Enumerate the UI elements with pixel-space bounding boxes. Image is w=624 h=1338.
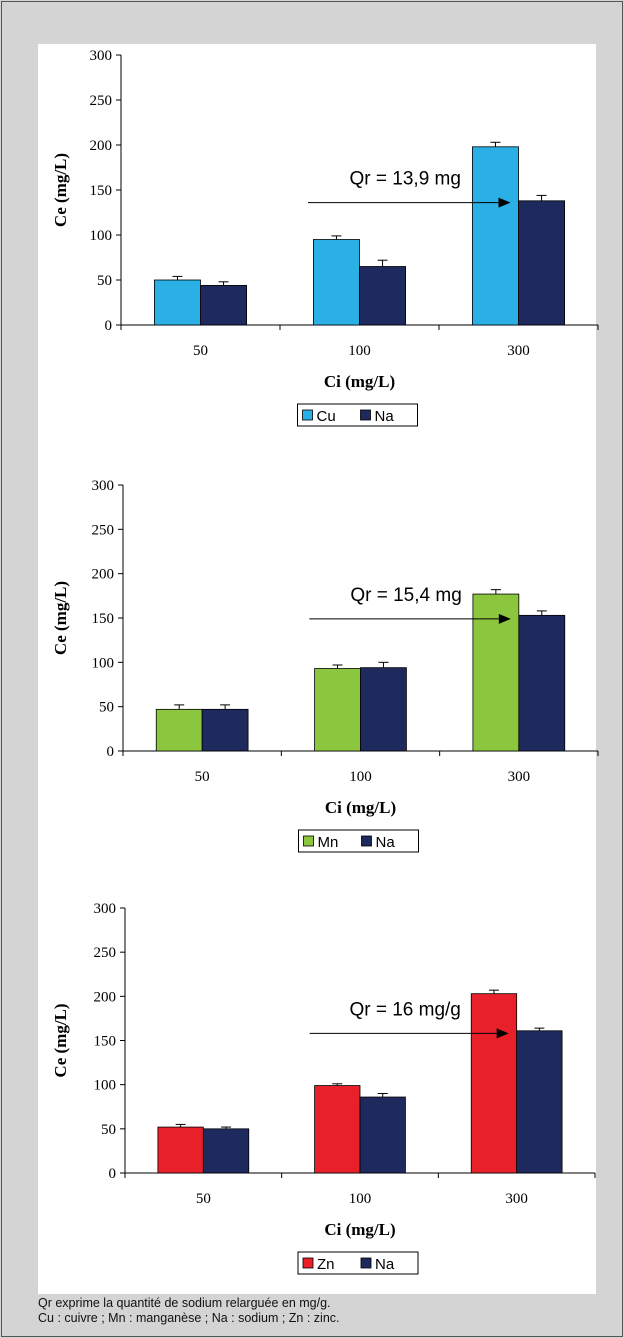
caption-line-2: Cu : cuivre ; Mn : manganèse ; Na : sodi… bbox=[38, 1311, 340, 1325]
x-axis-title: Ci (mg/L) bbox=[324, 1220, 395, 1239]
annotation-text: Qr = 13,9 mg bbox=[350, 169, 461, 190]
y-tick-label: 50 bbox=[101, 1122, 116, 1138]
legend-swatch-zn bbox=[302, 1257, 314, 1269]
legend-box bbox=[297, 403, 418, 427]
annotation-arrow-head bbox=[498, 197, 511, 208]
legend-label-zn: Zn bbox=[317, 1256, 335, 1273]
bar-na bbox=[518, 614, 566, 752]
bar-na bbox=[360, 667, 407, 752]
x-tick-label: 300 bbox=[508, 769, 531, 785]
y-tick-label: 300 bbox=[90, 48, 113, 64]
y-tick-label: 150 bbox=[92, 611, 115, 627]
x-tick-label: 50 bbox=[195, 769, 210, 785]
y-tick-label: 200 bbox=[94, 989, 117, 1005]
annotation-arrow-head bbox=[496, 1028, 509, 1039]
y-tick-label: 300 bbox=[92, 478, 115, 494]
x-tick-label: 100 bbox=[349, 769, 372, 785]
bar-zn bbox=[314, 1085, 361, 1174]
legend-box bbox=[297, 1251, 419, 1275]
bar-mn bbox=[155, 708, 203, 752]
legend-box bbox=[298, 829, 419, 853]
legend-label-na: Na bbox=[375, 408, 395, 425]
legend-swatch-na bbox=[360, 1257, 372, 1269]
bar-na bbox=[359, 1096, 406, 1174]
x-tick-label: 300 bbox=[507, 343, 530, 359]
legend-label-na: Na bbox=[375, 1256, 395, 1273]
legend-swatch-cu bbox=[302, 409, 313, 421]
bar-na bbox=[201, 708, 249, 752]
chart-1: 0 50 100 150 200 250 300 50 100 300 Ci (mg/L) Ce (m… bbox=[51, 48, 599, 427]
bar-na bbox=[202, 1128, 250, 1174]
y-tick-label: 0 bbox=[105, 318, 113, 334]
y-axis-title: Ce (mg/L) bbox=[51, 1003, 70, 1077]
caption-line-1: Qr exprime la quantité de sodium relargu… bbox=[38, 1296, 331, 1310]
y-tick-label: 100 bbox=[90, 228, 113, 244]
legend-swatch-na bbox=[361, 835, 372, 847]
bar-na bbox=[200, 284, 248, 326]
bar-cu bbox=[153, 279, 201, 326]
y-tick-label: 250 bbox=[92, 522, 115, 538]
bar-mn bbox=[314, 668, 361, 752]
y-axis-title: Ce (mg/L) bbox=[51, 581, 70, 655]
x-axis-title: Ci (mg/L) bbox=[325, 798, 396, 817]
bar-cu bbox=[312, 239, 360, 326]
legend-label-mn: Mn bbox=[318, 834, 339, 851]
bar-na bbox=[518, 200, 566, 326]
annotation-text: Qr = 15,4 mg bbox=[350, 585, 461, 606]
y-tick-label: 200 bbox=[90, 138, 113, 154]
x-tick-label: 300 bbox=[505, 1191, 528, 1207]
figure-caption: Qr exprime la quantité de sodium relargu… bbox=[38, 1296, 618, 1326]
y-tick-label: 0 bbox=[109, 1166, 117, 1182]
y-tick-label: 300 bbox=[94, 901, 117, 917]
bar-mn bbox=[472, 593, 520, 752]
bar-zn bbox=[157, 1126, 204, 1174]
legend-label-cu: Cu bbox=[317, 408, 336, 425]
y-tick-label: 0 bbox=[107, 744, 115, 760]
legend-swatch-mn bbox=[303, 835, 314, 847]
y-tick-label: 100 bbox=[92, 655, 115, 671]
bar-na bbox=[516, 1030, 563, 1174]
annotation-text: Qr = 16 mg/g bbox=[349, 999, 460, 1020]
y-axis-title: Ce (mg/L) bbox=[51, 153, 70, 227]
y-tick-label: 50 bbox=[99, 700, 114, 716]
x-tick-label: 50 bbox=[196, 1191, 211, 1207]
x-axis-title: Ci (mg/L) bbox=[324, 372, 395, 391]
annotation-arrow-head bbox=[498, 613, 511, 624]
y-tick-label: 150 bbox=[94, 1034, 117, 1050]
x-tick-label: 100 bbox=[348, 343, 371, 359]
y-tick-label: 50 bbox=[97, 273, 112, 289]
bar-na bbox=[359, 266, 407, 326]
y-tick-label: 150 bbox=[90, 183, 113, 199]
y-tick-label: 250 bbox=[90, 93, 113, 109]
y-tick-label: 100 bbox=[94, 1078, 117, 1094]
chart-3: 0 50 100 150 200 250 300 50 100 300 Ci (mg/L) Ce (m… bbox=[51, 901, 596, 1275]
y-tick-label: 200 bbox=[92, 567, 115, 583]
bar-cu bbox=[471, 146, 519, 326]
x-tick-label: 100 bbox=[349, 1191, 372, 1207]
y-tick-label: 250 bbox=[94, 945, 117, 961]
chart-2: 0 50 100 150 200 250 300 50 100 300 Ci (mg/L) Ce (m… bbox=[51, 478, 599, 853]
x-tick-label: 50 bbox=[193, 343, 208, 359]
bar-zn bbox=[470, 993, 518, 1174]
legend-label-na: Na bbox=[376, 834, 396, 851]
legend-swatch-na bbox=[360, 409, 371, 421]
